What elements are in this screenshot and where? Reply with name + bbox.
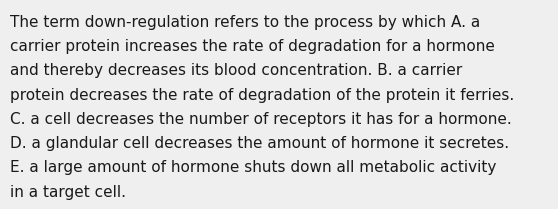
Text: D. a glandular cell decreases the amount of hormone it secretes.: D. a glandular cell decreases the amount… (10, 136, 509, 151)
Text: and thereby decreases its blood concentration. B. a carrier: and thereby decreases its blood concentr… (10, 63, 462, 78)
Text: protein decreases the rate of degradation of the protein it ferries.: protein decreases the rate of degradatio… (10, 88, 514, 103)
Text: E. a large amount of hormone shuts down all metabolic activity: E. a large amount of hormone shuts down … (10, 161, 497, 176)
Text: carrier protein increases the rate of degradation for a hormone: carrier protein increases the rate of de… (10, 39, 495, 54)
Text: in a target cell.: in a target cell. (10, 185, 126, 200)
Text: The term down-regulation refers to the process by which A. a: The term down-regulation refers to the p… (10, 15, 480, 30)
Text: C. a cell decreases the number of receptors it has for a hormone.: C. a cell decreases the number of recept… (10, 112, 512, 127)
